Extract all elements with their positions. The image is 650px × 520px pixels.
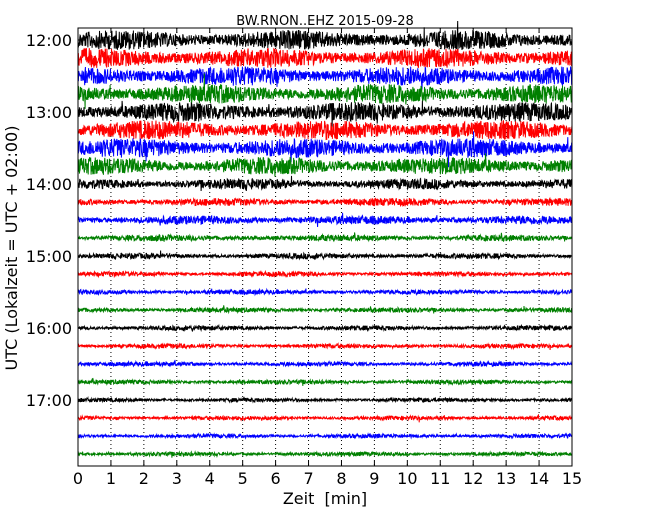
seismic-trace	[77, 66, 573, 90]
axis-ticks: 0 1 2 3 4 5 6 7 8 9 10 11 12 13 14 1512:0013:0014:0015:…	[26, 28, 582, 488]
seismic-trace	[77, 120, 573, 141]
seismic-trace	[77, 342, 573, 351]
seismic-trace	[77, 396, 573, 404]
y-axis-label: UTC (Lokalzeit = UTC + 02:00)	[2, 126, 21, 371]
x-tick-label: 6	[271, 469, 281, 488]
x-tick-label: 5	[238, 469, 248, 488]
seismic-trace	[77, 212, 573, 228]
seismic-trace	[77, 359, 573, 369]
chart-title: BW.RNON..EHZ 2015-09-28	[236, 14, 414, 29]
seismic-trace	[77, 432, 573, 440]
seismic-trace	[77, 196, 573, 208]
x-axis-label: Zeit [min]	[283, 489, 367, 508]
seismic-trace	[77, 20, 573, 50]
seismic-trace	[77, 287, 573, 297]
x-tick-label: 11	[430, 469, 450, 488]
seismic-trace	[77, 232, 573, 243]
seismic-trace	[77, 450, 573, 459]
seismic-trace	[77, 153, 573, 177]
seismic-trace	[77, 47, 573, 69]
seismic-trace	[77, 250, 573, 261]
x-tick-label: 9	[369, 469, 379, 488]
traces	[77, 20, 573, 459]
y-tick-label: 13:00	[26, 103, 72, 122]
seismic-trace	[77, 73, 573, 109]
plot-frame	[77, 27, 573, 467]
x-tick-label: 8	[336, 469, 346, 488]
seismic-trace	[77, 269, 573, 279]
seismic-trace	[77, 323, 573, 333]
x-tick-label: 14	[529, 469, 549, 488]
x-tick-label: 2	[139, 469, 149, 488]
seismic-trace	[77, 175, 573, 192]
y-tick-label: 12:00	[26, 31, 72, 50]
seismic-trace	[77, 414, 573, 423]
y-tick-label: 16:00	[26, 319, 72, 338]
x-tick-label: 1	[106, 469, 116, 488]
y-tick-label: 15:00	[26, 247, 72, 266]
x-tick-label: 10	[397, 469, 417, 488]
x-tick-label: 12	[463, 469, 483, 488]
x-tick-label: 0	[73, 469, 83, 488]
seismic-trace	[77, 377, 573, 386]
seismic-trace	[77, 131, 573, 168]
y-tick-label: 14:00	[26, 175, 72, 194]
seismic-trace	[77, 100, 573, 128]
seismic-trace	[77, 305, 573, 315]
x-tick-label: 13	[496, 469, 516, 488]
x-tick-label: 4	[205, 469, 215, 488]
x-tick-label: 7	[303, 469, 313, 488]
y-tick-label: 17:00	[26, 391, 72, 410]
x-tick-label: 3	[172, 469, 182, 488]
x-tick-label: 15	[562, 469, 582, 488]
